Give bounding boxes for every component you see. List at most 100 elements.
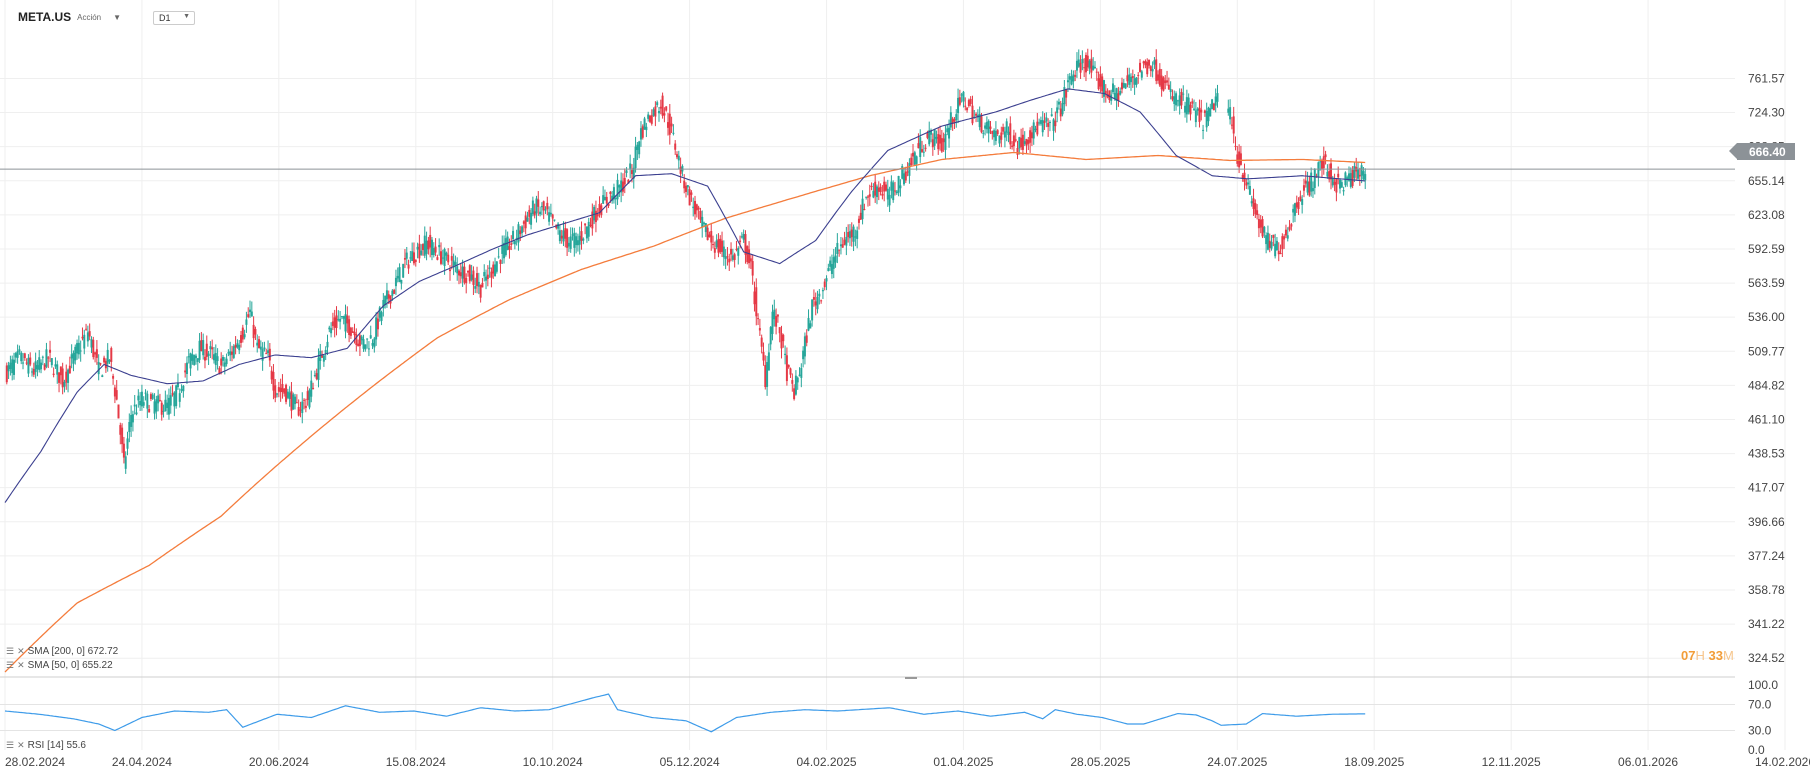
candle-body bbox=[962, 91, 965, 102]
candle-body bbox=[411, 251, 414, 261]
candle-body bbox=[95, 349, 98, 358]
candle-body bbox=[951, 118, 954, 124]
candle-body bbox=[7, 365, 10, 372]
candle-body bbox=[43, 364, 46, 370]
candle-body bbox=[872, 190, 875, 198]
candle-body bbox=[989, 126, 992, 129]
candle-body bbox=[899, 185, 902, 189]
candle-body bbox=[503, 242, 506, 259]
candle-body bbox=[967, 100, 970, 106]
candle-body bbox=[539, 211, 542, 215]
chevron-down-icon[interactable]: ▼ bbox=[113, 12, 122, 22]
candle-body bbox=[295, 402, 298, 404]
candle-body bbox=[1097, 78, 1100, 90]
candle-body bbox=[639, 128, 642, 140]
candle-body bbox=[189, 353, 192, 369]
candle-body bbox=[225, 358, 228, 365]
y-tick-label: 461.10 bbox=[1748, 412, 1785, 426]
candle-body bbox=[915, 156, 918, 164]
candle-body bbox=[5, 365, 8, 383]
candle-body bbox=[802, 350, 805, 360]
candle-body bbox=[670, 123, 673, 127]
candle-body bbox=[1160, 75, 1163, 90]
candle-body bbox=[766, 362, 769, 387]
candle-body bbox=[764, 365, 767, 388]
candle-body bbox=[485, 276, 488, 281]
candle-body bbox=[933, 129, 936, 146]
candle-body bbox=[1063, 87, 1066, 105]
candle-body bbox=[1108, 90, 1111, 100]
candle-body bbox=[249, 309, 252, 313]
layers-icon[interactable]: ☰ bbox=[6, 660, 15, 670]
candle-body bbox=[921, 149, 924, 152]
legend-rsi-label: RSI [14] 55.6 bbox=[27, 740, 86, 751]
candle-body bbox=[1095, 71, 1098, 73]
candle-body bbox=[290, 391, 293, 411]
legend-rsi[interactable]: ☰ ✕ RSI [14] 55.6 bbox=[6, 740, 86, 751]
close-icon[interactable]: ✕ bbox=[17, 740, 25, 750]
candle-body bbox=[169, 395, 172, 406]
candle-body bbox=[308, 390, 311, 408]
candle-body bbox=[704, 223, 707, 233]
candle-body bbox=[560, 235, 563, 239]
close-icon[interactable]: ✕ bbox=[17, 646, 25, 656]
candle-body bbox=[106, 349, 109, 364]
candle-body bbox=[685, 185, 688, 192]
candle-body bbox=[85, 328, 88, 330]
candle-body bbox=[926, 133, 929, 138]
candle-body bbox=[1274, 243, 1277, 257]
candle-body bbox=[996, 130, 999, 135]
candle-body bbox=[903, 173, 906, 185]
y-tick-label: 484.82 bbox=[1748, 378, 1785, 392]
candle-body bbox=[1077, 59, 1080, 67]
candle-body bbox=[1110, 94, 1113, 101]
candle-body bbox=[1279, 252, 1282, 254]
candle-body bbox=[888, 194, 891, 206]
legend-sma200[interactable]: ☰ ✕ SMA [200, 0] 672.72 bbox=[6, 646, 118, 657]
candle-body bbox=[692, 206, 695, 209]
layers-icon[interactable]: ☰ bbox=[6, 740, 15, 750]
candle-body bbox=[430, 239, 433, 256]
rsi-tick-label: 70.0 bbox=[1748, 698, 1772, 712]
candle-body bbox=[551, 214, 554, 219]
candle-body bbox=[463, 266, 466, 283]
rsi-tick-label: 0.0 bbox=[1748, 743, 1765, 757]
candle-body bbox=[1299, 196, 1302, 202]
candle-body bbox=[144, 392, 147, 394]
x-tick-label: 28.05.2025 bbox=[1070, 755, 1130, 769]
candle-body bbox=[623, 178, 626, 185]
symbol-selector[interactable]: META.US Acción ▼ bbox=[18, 10, 121, 24]
candle-body bbox=[517, 224, 520, 243]
candle-body bbox=[1014, 139, 1017, 141]
candle-body bbox=[875, 186, 878, 198]
timeframe-select[interactable]: D1 ▼ bbox=[153, 11, 195, 25]
candle-body bbox=[267, 350, 270, 353]
candle-body bbox=[522, 221, 525, 224]
legend-sma50[interactable]: ☰ ✕ SMA [50, 0] 655.22 bbox=[6, 660, 113, 671]
candle-body bbox=[358, 335, 361, 347]
candle-body bbox=[791, 380, 794, 384]
candle-body bbox=[922, 151, 925, 153]
candle-body bbox=[605, 196, 608, 204]
layers-icon[interactable]: ☰ bbox=[6, 646, 15, 656]
candle-body bbox=[1247, 182, 1250, 185]
candle-body bbox=[364, 344, 367, 350]
candle-body bbox=[112, 375, 115, 379]
candle-body bbox=[335, 315, 338, 329]
x-tick-label: 18.09.2025 bbox=[1344, 755, 1404, 769]
candle-body bbox=[1027, 139, 1030, 144]
close-icon[interactable]: ✕ bbox=[17, 660, 25, 670]
candle-body bbox=[877, 187, 880, 192]
candle-body bbox=[1039, 120, 1042, 124]
candle-body bbox=[387, 294, 390, 299]
candle-body bbox=[657, 110, 660, 114]
candle-body bbox=[913, 152, 916, 165]
candle-body bbox=[1259, 219, 1262, 228]
candle-body bbox=[650, 115, 653, 124]
candle-body bbox=[919, 137, 922, 158]
candle-body bbox=[715, 240, 718, 248]
candle-body bbox=[209, 346, 212, 350]
candle-body bbox=[1357, 168, 1360, 179]
candle-body bbox=[1128, 74, 1131, 85]
